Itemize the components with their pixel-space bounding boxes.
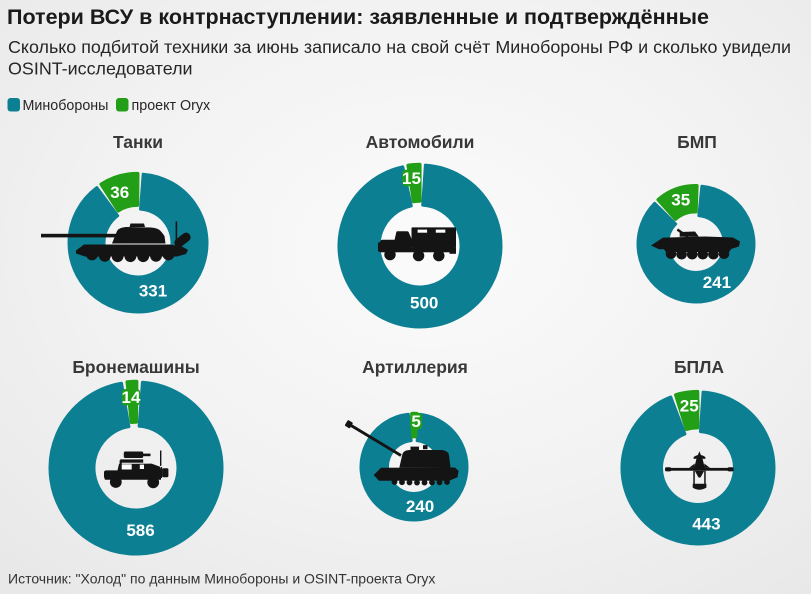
- svg-text:36: 36: [110, 183, 129, 202]
- svg-text:проект Oryx: проект Oryx: [132, 98, 211, 114]
- svg-text:500: 500: [410, 293, 438, 312]
- svg-text:5: 5: [411, 412, 420, 431]
- svg-text:Бронемашины: Бронемашины: [72, 357, 199, 377]
- svg-text:Танки: Танки: [113, 132, 163, 152]
- svg-text:240: 240: [406, 497, 434, 516]
- svg-text:Артиллерия: Артиллерия: [362, 357, 468, 377]
- svg-text:Сколько подбитой техники за ию: Сколько подбитой техники за июнь записал…: [8, 37, 791, 57]
- svg-text:14: 14: [122, 388, 141, 407]
- svg-text:Автомобили: Автомобили: [366, 132, 475, 152]
- svg-text:Минобороны: Минобороны: [23, 98, 109, 114]
- svg-text:586: 586: [126, 521, 154, 540]
- svg-text:35: 35: [671, 191, 690, 210]
- svg-text:OSINT-исследователи: OSINT-исследователи: [8, 59, 193, 79]
- svg-text:241: 241: [703, 273, 731, 292]
- svg-text:БПЛА: БПЛА: [674, 357, 724, 377]
- svg-text:Потери ВСУ в контрнаступлении:: Потери ВСУ в контрнаступлении: заявленны…: [7, 5, 709, 29]
- svg-text:331: 331: [139, 282, 167, 301]
- svg-text:15: 15: [402, 169, 421, 188]
- svg-text:Источник: "Холод" по данным Ми: Источник: "Холод" по данным Минобороны и…: [8, 571, 435, 587]
- svg-text:БМП: БМП: [677, 132, 717, 152]
- svg-text:25: 25: [680, 396, 699, 415]
- svg-text:443: 443: [692, 515, 720, 534]
